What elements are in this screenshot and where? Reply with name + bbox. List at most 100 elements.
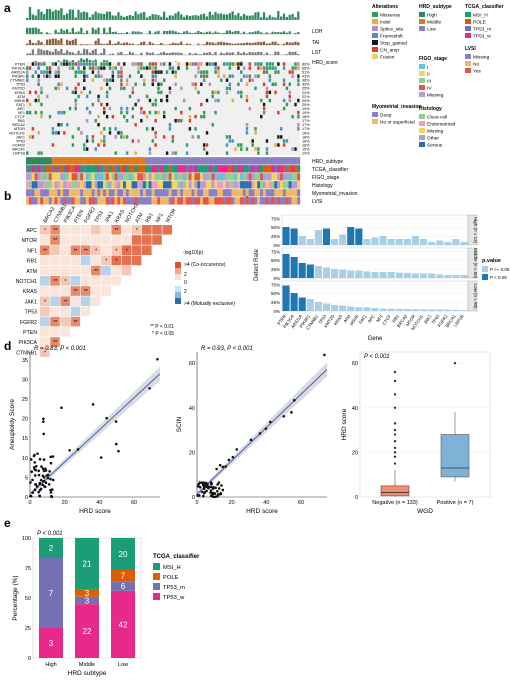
mutation-cell bbox=[120, 70, 123, 74]
gene-percent: 16% bbox=[302, 131, 310, 135]
y-tick-label: 0% bbox=[273, 276, 280, 281]
track-bar bbox=[131, 43, 134, 45]
heatmap-col-label: NF1 bbox=[155, 212, 165, 224]
track-bar bbox=[282, 43, 286, 45]
annotation-cell bbox=[151, 157, 155, 165]
annotation-cell bbox=[245, 189, 249, 197]
mutation-cell bbox=[85, 74, 89, 78]
track-bar bbox=[83, 33, 86, 34]
heatmap-cell bbox=[70, 286, 81, 296]
annotation-cell bbox=[100, 173, 104, 181]
annotation-cell bbox=[174, 189, 178, 197]
annotation-cell bbox=[114, 165, 118, 173]
mutation-cell bbox=[282, 106, 286, 111]
top-histogram-bar bbox=[154, 14, 157, 20]
track-bar bbox=[40, 41, 43, 45]
top-histogram-bar bbox=[137, 14, 140, 20]
track-bar bbox=[28, 39, 32, 45]
annotation-cell bbox=[91, 197, 95, 205]
top-histogram-bar bbox=[145, 17, 149, 20]
track-bar bbox=[234, 30, 237, 34]
track-bar bbox=[68, 32, 72, 34]
gene-label: TP53 bbox=[16, 83, 25, 87]
mutation-cell bbox=[282, 139, 286, 143]
top-histogram-bar bbox=[60, 8, 63, 20]
top-histogram-bar bbox=[282, 13, 286, 20]
mutation-cell bbox=[148, 98, 152, 103]
track-bar bbox=[68, 40, 72, 45]
mutation-cell bbox=[160, 98, 163, 103]
outlier-point bbox=[393, 451, 397, 454]
x-tick-label: MTOR bbox=[405, 314, 416, 327]
gene-percent: 20% bbox=[302, 103, 310, 107]
top-histogram-bar bbox=[77, 9, 80, 20]
annotation-cell bbox=[165, 173, 169, 181]
track-bar bbox=[94, 40, 97, 45]
annotation-cell bbox=[83, 157, 87, 165]
mutation-cell bbox=[37, 94, 40, 99]
track-bar bbox=[168, 52, 171, 55]
annotation-cell bbox=[134, 189, 138, 197]
annotation-cell bbox=[140, 197, 144, 205]
heatmap-cell bbox=[40, 276, 50, 286]
mutation-cell bbox=[254, 147, 257, 151]
mutation-cell bbox=[157, 86, 160, 91]
annotation-cell bbox=[165, 181, 169, 189]
annotation-cell bbox=[242, 197, 246, 205]
annotation-cell bbox=[123, 157, 127, 165]
gene-label: KRAS bbox=[15, 91, 26, 95]
detect-rate-bar bbox=[403, 239, 411, 245]
mutation-cell bbox=[200, 102, 203, 107]
annotation-cell bbox=[137, 181, 141, 189]
detect-rate-bar bbox=[460, 242, 468, 245]
annotation-cell bbox=[34, 189, 38, 197]
track-bar bbox=[77, 31, 80, 34]
annotation-cell bbox=[157, 173, 161, 181]
mutation-cell bbox=[217, 66, 220, 70]
annotation-cell bbox=[200, 181, 204, 189]
annotation-cell bbox=[197, 165, 201, 173]
mutation-cell bbox=[140, 62, 143, 66]
track-bar bbox=[260, 51, 263, 55]
annotation-cell bbox=[71, 181, 75, 189]
data-point bbox=[37, 469, 40, 473]
gene-label: ATM bbox=[17, 95, 25, 99]
annotation-cell bbox=[268, 189, 272, 197]
annotation-cell bbox=[114, 197, 118, 205]
detect-rate-bar bbox=[403, 272, 411, 278]
track-bar bbox=[28, 27, 32, 34]
gene-label: NF1 bbox=[18, 111, 25, 115]
mutation-cell bbox=[28, 110, 32, 115]
annotation-cell bbox=[214, 157, 218, 165]
data-point bbox=[42, 469, 46, 473]
annotation-cell bbox=[108, 157, 112, 165]
mutation-cell bbox=[154, 102, 157, 107]
legend-item-label: No bbox=[473, 62, 479, 68]
track-bar bbox=[268, 33, 271, 34]
annotation-cell bbox=[188, 157, 192, 165]
y-tick-label: 75% bbox=[271, 216, 280, 221]
mutation-cell bbox=[105, 94, 109, 99]
annotation-cell bbox=[282, 189, 286, 197]
annotation-cell bbox=[297, 189, 301, 197]
track-bar bbox=[37, 28, 40, 34]
annotation-cell bbox=[171, 181, 175, 189]
annotation-cell bbox=[111, 173, 115, 181]
segment-count-label: 20 bbox=[119, 550, 128, 559]
track-bar bbox=[177, 32, 180, 34]
mutation-cell bbox=[160, 70, 163, 74]
mutation-cell bbox=[154, 135, 157, 139]
mutation-cell bbox=[205, 131, 209, 135]
annotation-cell bbox=[180, 189, 184, 197]
mutation-cell bbox=[248, 74, 252, 78]
mutation-cell bbox=[200, 114, 203, 119]
data-point bbox=[211, 495, 215, 499]
track-bar bbox=[265, 43, 269, 45]
annotation-cell bbox=[277, 181, 281, 189]
data-point bbox=[216, 493, 220, 496]
annotation-cell bbox=[94, 165, 98, 173]
annotation-cell bbox=[88, 165, 92, 173]
mutation-cell bbox=[257, 147, 260, 151]
data-point bbox=[39, 487, 43, 491]
mutation-cell bbox=[48, 70, 52, 74]
